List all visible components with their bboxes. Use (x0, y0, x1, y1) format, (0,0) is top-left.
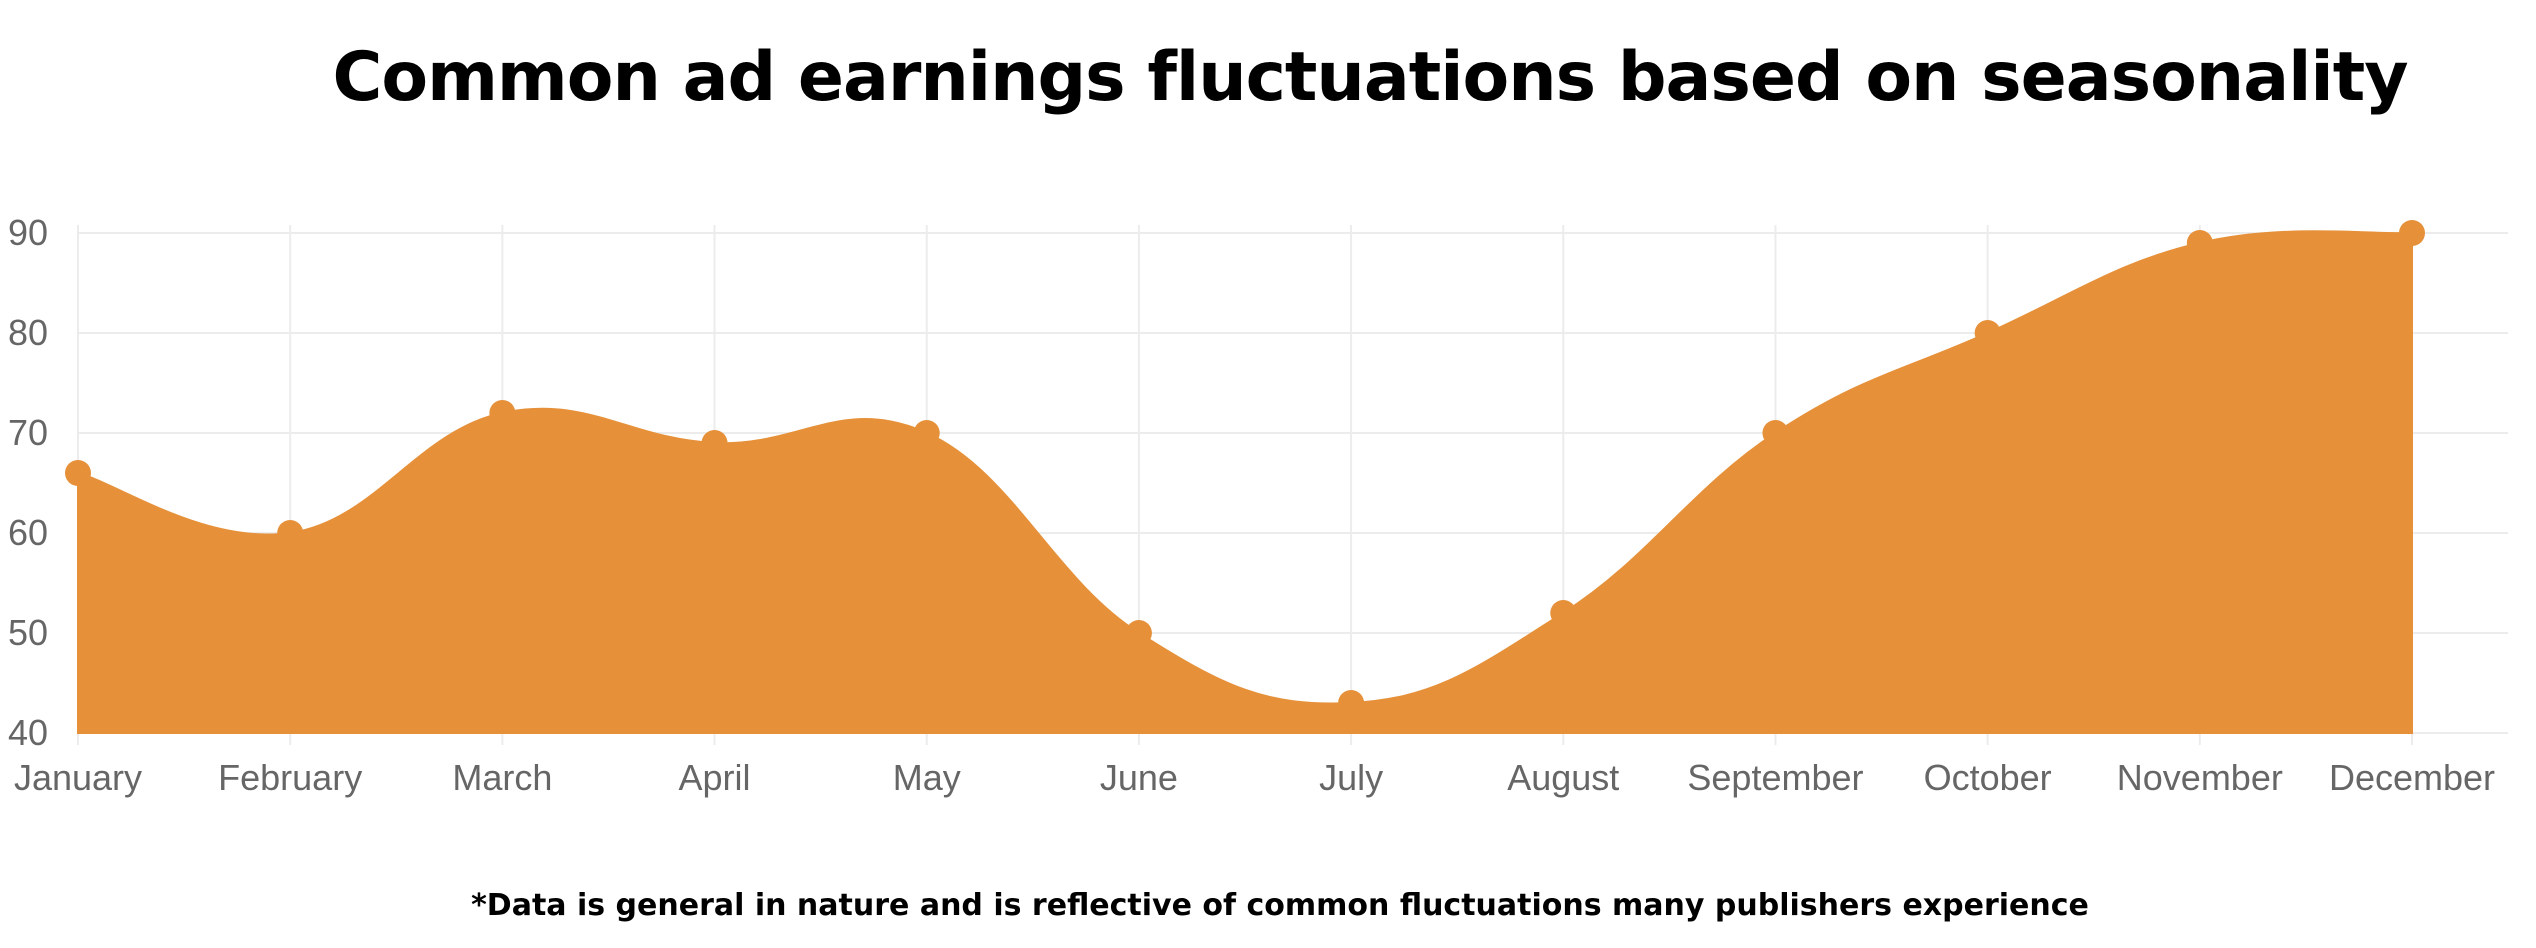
y-tick-label: 90 (8, 212, 48, 253)
area-series (77, 230, 2413, 734)
data-point-april (701, 430, 728, 456)
data-points (65, 220, 2425, 716)
area-fill (77, 230, 2413, 734)
data-point-may (913, 420, 940, 446)
y-tick-label: 60 (8, 512, 48, 553)
data-point-august (1550, 600, 1577, 626)
x-tick-label: December (2329, 757, 2495, 798)
x-tick-label: March (452, 757, 552, 798)
x-tick-label: January (14, 757, 142, 798)
data-point-march (489, 400, 516, 426)
x-tick-label: August (1507, 757, 1619, 798)
y-tick-label: 70 (8, 412, 48, 453)
y-tick-label: 40 (8, 712, 48, 753)
y-tick-label: 80 (8, 312, 48, 353)
x-tick-label: July (1319, 757, 1383, 798)
data-point-september (1762, 420, 1789, 446)
data-point-january (65, 460, 91, 486)
data-point-june (1125, 620, 1152, 646)
x-tick-label: May (893, 757, 961, 798)
data-point-july (1338, 690, 1365, 716)
x-tick-label: June (1100, 757, 1178, 798)
data-point-december (2399, 220, 2425, 246)
y-tick-label: 50 (8, 612, 48, 653)
data-point-november (2186, 230, 2213, 256)
x-tick-label: September (1687, 757, 1863, 798)
chart-footnote: *Data is general in nature and is reflec… (471, 888, 2089, 923)
data-point-october (1974, 320, 2001, 346)
y-axis-ticks: 40 50 60 70 80 90 (8, 212, 48, 753)
x-tick-label: October (1924, 757, 2052, 798)
chart-title: Common ad earnings fluctuations based on… (332, 38, 2408, 117)
x-tick-label: February (218, 757, 362, 798)
data-point-february (277, 520, 304, 546)
x-axis-ticks: January February March April May June July Augu… (14, 757, 2495, 798)
x-tick-label: November (2117, 757, 2283, 798)
x-tick-label: April (679, 757, 751, 798)
